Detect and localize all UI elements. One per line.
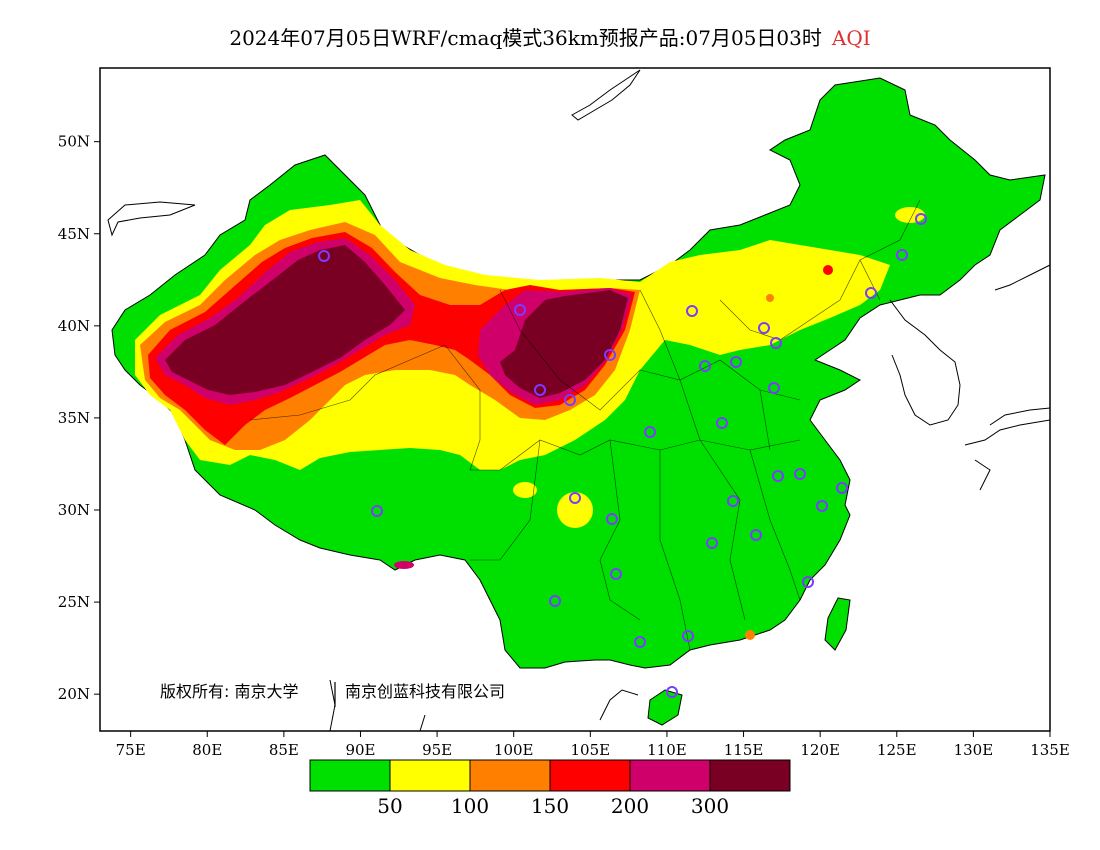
lon-tick-label: 80E [192,741,222,759]
city-marker [716,417,728,429]
city-marker [727,495,739,507]
copyright-text-2: 南京创蓝科技有限公司 [345,682,505,701]
city-marker [606,513,618,525]
hotspot-shandong [823,265,833,275]
lat-tick-label: 45N [58,225,90,243]
city-marker [758,322,770,334]
city-marker [836,482,848,494]
city-marker [549,595,561,607]
axis-ticks: 75E 80E 85E 90E 95E 100E 105E 110E 115E 120E 125E 1… [58,133,1070,759]
caspian-coast [107,201,196,237]
zone-maroon [165,245,628,398]
korea-coast [889,299,961,426]
city-marker [682,630,694,642]
zone-yellow-northeast [895,207,925,223]
color-legend: 50 100 150 200 300 [309,759,791,818]
city-marker [896,249,908,261]
lon-tick-label: 105E [571,741,611,759]
lon-tick-label: 120E [800,741,840,759]
lon-tick-label: 100E [494,741,534,759]
legend-swatch [629,759,711,792]
legend-swatch [469,759,551,792]
city-marker [706,537,718,549]
city-marker [915,213,927,225]
lon-tick-label: 130E [954,741,994,759]
legend-swatch [389,759,471,792]
legend-swatch [309,759,391,792]
lat-tick-label: 25N [58,593,90,611]
city-markers [318,213,927,698]
city-marker [666,686,678,698]
lat-tick-label: 40N [58,317,90,335]
lat-tick-label: 30N [58,501,90,519]
city-marker [772,470,784,482]
city-marker [770,337,782,349]
map-title: 2024年07月05日WRF/cmaq模式36km预报产品:07月05日03时 A… [0,22,1100,51]
lon-tick-label: 95E [422,741,452,759]
legend-swatch [709,759,791,792]
city-marker [610,568,622,580]
lon-tick-label: 85E [269,741,299,759]
lon-tick-label: 135E [1030,741,1070,759]
lon-tick-label: 125E [877,741,917,759]
zone-yellow-chongqing [513,482,537,498]
city-marker [816,500,828,512]
legend-label: 100 [451,794,489,818]
title-variable: AQI [831,26,871,50]
lon-tick-label: 115E [724,741,764,759]
city-marker [644,426,656,438]
copyright-text: 版权所有: 南京大学 [160,682,298,701]
city-marker [699,360,711,372]
city-marker [634,636,646,648]
lake-coast [571,69,641,121]
japan-coast [964,264,1051,491]
city-marker [794,468,806,480]
legend-label: 50 [377,794,402,818]
city-marker [750,529,762,541]
city-marker [534,384,546,396]
lat-tick-label: 20N [58,685,90,703]
title-main: 2024年07月05日WRF/cmaq模式36km预报产品:07月05日03时 [229,26,822,50]
legend-swatch [549,759,631,792]
city-marker [371,505,383,517]
province-boundaries [249,199,921,651]
lat-tick-label: 35N [58,409,90,427]
lat-tick-label: 50N [58,133,90,151]
hotspot-yunnan [394,561,414,569]
lon-tick-label: 110E [647,741,687,759]
legend-label: 200 [611,794,649,818]
city-marker [768,382,780,394]
city-marker [802,576,814,588]
city-marker [569,492,581,504]
city-marker [865,287,877,299]
legend-label: 150 [531,794,569,818]
hainan-island [647,689,683,726]
lon-tick-label: 90E [345,741,375,759]
city-marker [686,305,698,317]
city-marker [730,356,742,368]
city-marker [604,349,616,361]
hotspot-hebei [766,294,774,302]
city-marker [514,304,526,316]
lon-tick-label: 75E [116,741,146,759]
hotspot-guangdong [745,630,755,640]
zone-yellow-sichuan [557,492,593,528]
city-marker [564,394,576,406]
taiwan-island [824,597,851,651]
legend-label: 300 [691,794,729,818]
city-marker [318,250,330,262]
map-layers [107,69,1051,732]
